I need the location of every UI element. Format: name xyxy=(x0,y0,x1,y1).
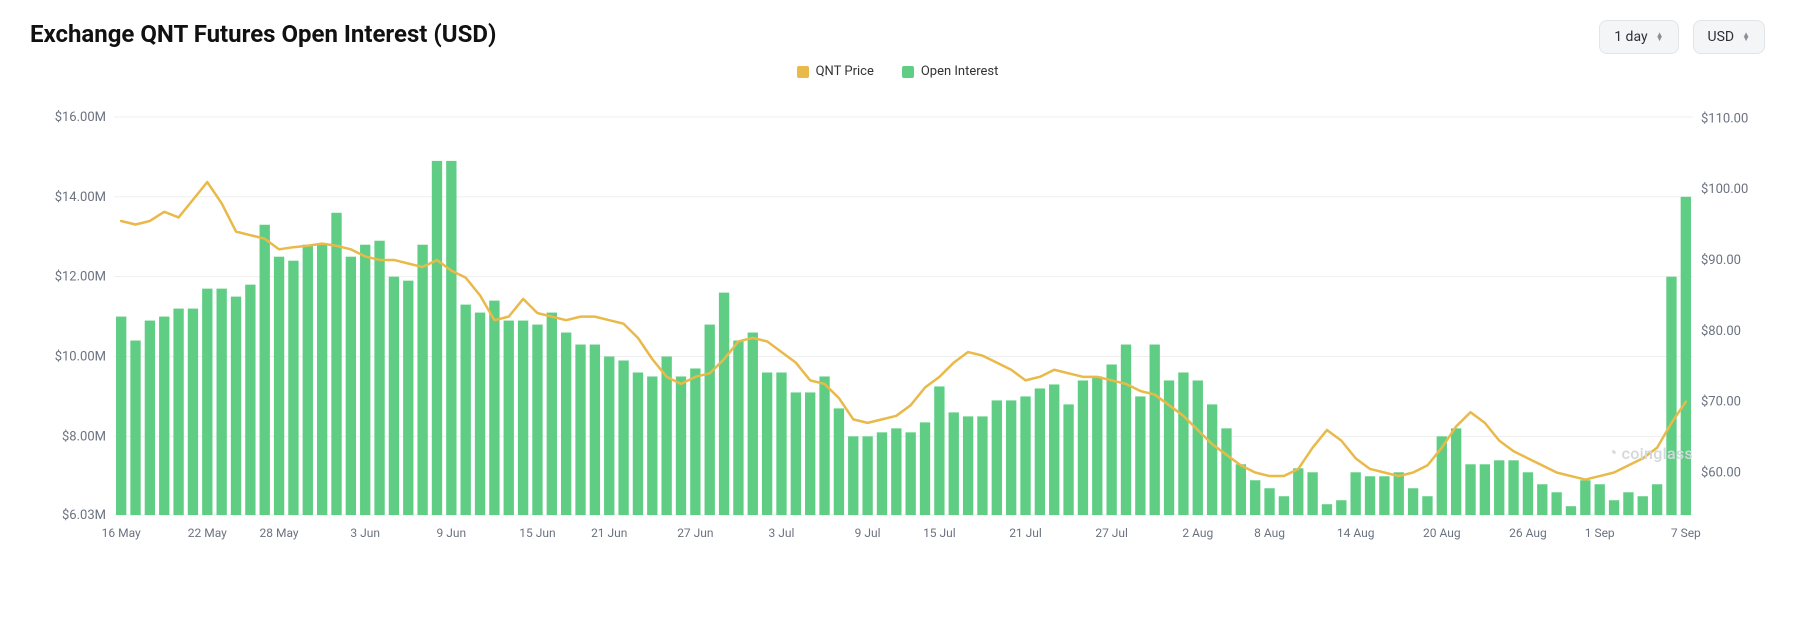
svg-text:$90.00: $90.00 xyxy=(1701,253,1741,268)
svg-text:$12.00M: $12.00M xyxy=(55,270,106,285)
svg-text:$110.00: $110.00 xyxy=(1701,111,1748,126)
svg-text:28 May: 28 May xyxy=(260,526,299,540)
legend-item-oi[interactable]: Open Interest xyxy=(902,64,999,79)
svg-text:$8.00M: $8.00M xyxy=(62,429,106,444)
svg-text:3 Jul: 3 Jul xyxy=(769,526,795,540)
svg-text:$10.00M: $10.00M xyxy=(55,350,106,365)
chart-svg: $6.03M $8.00M $10.00M $12.00M $14.00M $16.00M… xyxy=(30,87,1765,547)
chevron-updown-icon: ▲▼ xyxy=(1656,33,1664,41)
currency-dropdown[interactable]: USD ▲▼ xyxy=(1693,20,1766,54)
svg-text:9 Jun: 9 Jun xyxy=(437,526,467,540)
timeframe-value: 1 day xyxy=(1614,29,1647,45)
svg-text:8 Aug: 8 Aug xyxy=(1254,526,1285,540)
svg-text:26 Aug: 26 Aug xyxy=(1509,526,1547,540)
svg-text:3 Jun: 3 Jun xyxy=(350,526,380,540)
controls: 1 day ▲▼ USD ▲▼ xyxy=(1599,20,1765,54)
svg-text:21 Jul: 21 Jul xyxy=(1009,526,1042,540)
currency-value: USD xyxy=(1708,29,1735,45)
svg-text:$60.00: $60.00 xyxy=(1701,465,1741,480)
watermark: ◔ coinglass xyxy=(1608,443,1693,463)
svg-text:16 May: 16 May xyxy=(102,526,141,540)
watermark-icon: ◔ xyxy=(1608,443,1618,463)
watermark-text: coinglass xyxy=(1622,444,1693,463)
svg-text:20 Aug: 20 Aug xyxy=(1423,526,1461,540)
svg-text:22 May: 22 May xyxy=(188,526,227,540)
svg-text:14 Aug: 14 Aug xyxy=(1337,526,1375,540)
svg-text:15 Jun: 15 Jun xyxy=(519,526,555,540)
svg-text:$16.00M: $16.00M xyxy=(55,110,106,125)
legend-item-price[interactable]: QNT Price xyxy=(797,64,874,79)
svg-text:$6.03M: $6.03M xyxy=(62,508,106,523)
svg-text:7 Sep: 7 Sep xyxy=(1671,526,1701,540)
svg-text:9 Jul: 9 Jul xyxy=(855,526,881,540)
timeframe-dropdown[interactable]: 1 day ▲▼ xyxy=(1599,20,1678,54)
legend-label: Open Interest xyxy=(921,64,999,79)
svg-text:$14.00M: $14.00M xyxy=(55,190,106,205)
chart-area: $6.03M $8.00M $10.00M $12.00M $14.00M $16.00M… xyxy=(30,87,1765,547)
chevron-updown-icon: ▲▼ xyxy=(1742,33,1750,41)
swatch-oi xyxy=(902,66,914,78)
swatch-price xyxy=(797,66,809,78)
svg-text:27 Jun: 27 Jun xyxy=(677,526,713,540)
svg-text:$100.00: $100.00 xyxy=(1701,182,1748,197)
svg-text:27 Jul: 27 Jul xyxy=(1095,526,1128,540)
legend-label: QNT Price xyxy=(816,64,874,79)
svg-text:21 Jun: 21 Jun xyxy=(591,526,627,540)
svg-text:15 Jul: 15 Jul xyxy=(923,526,956,540)
svg-text:2 Aug: 2 Aug xyxy=(1182,526,1213,540)
svg-text:$80.00: $80.00 xyxy=(1701,324,1741,339)
legend: QNT Price Open Interest xyxy=(30,64,1765,79)
svg-text:$70.00: $70.00 xyxy=(1701,395,1741,410)
svg-text:1 Sep: 1 Sep xyxy=(1585,526,1615,540)
chart-title: Exchange QNT Futures Open Interest (USD) xyxy=(30,20,496,48)
